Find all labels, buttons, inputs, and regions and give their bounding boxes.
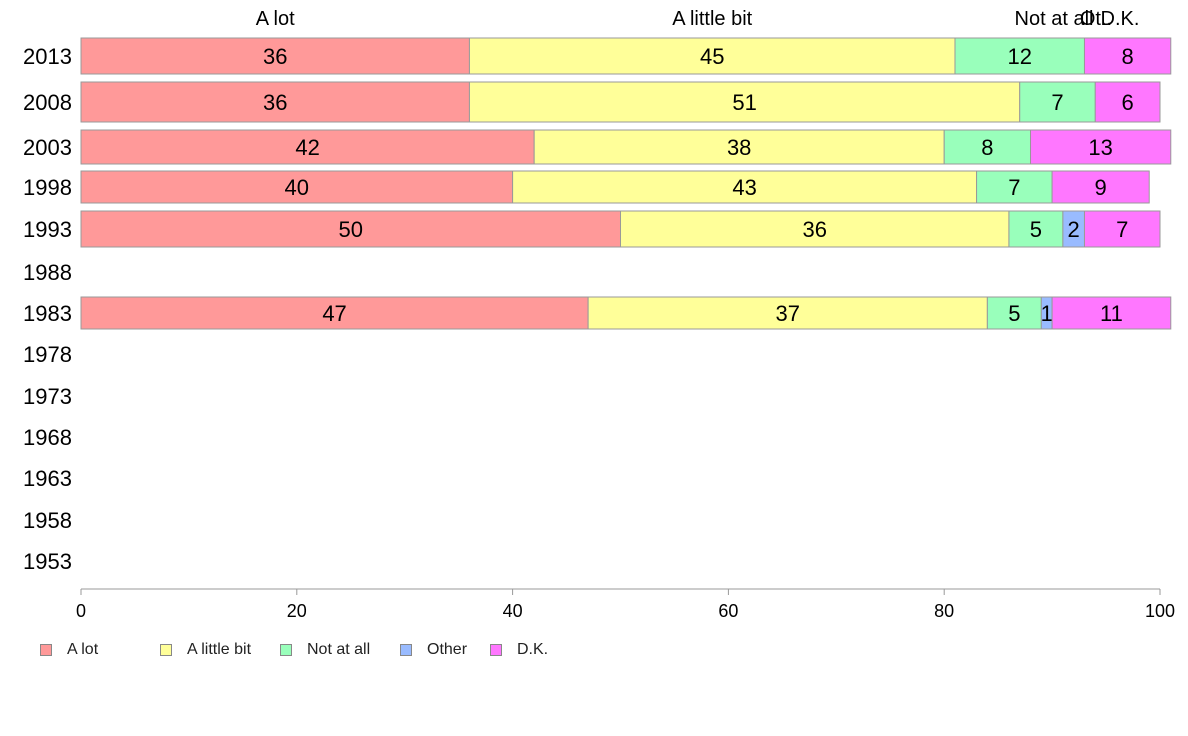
x-tick-label: 60 [718,601,738,621]
bar-segment [954,37,1085,75]
bar-segment [1051,296,1172,330]
bar-segment [80,37,470,75]
bar-value-label: 36 [802,217,826,242]
x-tick-label: 100 [1145,601,1175,621]
top-label: Not at all [1015,8,1094,30]
legend-swatch [280,644,292,656]
bar-value-label: 5 [1030,217,1042,242]
legend-item: Not at all [280,641,400,659]
bar-value-label: 45 [700,44,724,69]
legend-item: A lot [40,641,160,659]
x-tick-label: 0 [76,601,86,621]
bar-segment [80,170,514,204]
legend-label: A little bit [187,641,252,658]
bar-value-label: 37 [776,301,800,326]
legend-label: A lot [67,641,99,658]
bar-value-label: 7 [1051,90,1063,115]
bar-segment [80,81,470,123]
year-label: 2003 [23,135,72,160]
bar-segment [620,210,1010,248]
bar-value-label: 8 [1122,44,1134,69]
legend-label: D.K. [517,641,549,658]
bar-segment [587,296,988,330]
bar-segment [1083,37,1172,75]
bar-segment [986,296,1042,330]
legend: A lot A little bit Not at all Other D.K. [40,641,580,659]
year-label: 1998 [23,175,72,200]
bar-value-label: 42 [295,135,319,160]
bar-value-label: 51 [732,90,756,115]
legend-swatch [400,644,412,656]
bar-segment [1019,81,1096,123]
bar-segment [468,81,1021,123]
x-tick-label: 80 [934,601,954,621]
bar-value-label: 40 [285,175,309,200]
bar-value-label: 50 [339,217,363,242]
year-label: 1993 [23,217,72,242]
bar-value-label: 8 [981,135,993,160]
legend-item: A little bit [160,641,280,659]
legend-swatch [40,644,52,656]
top-label: D.K. [1101,8,1140,30]
bar-value-label: 43 [732,175,756,200]
legend-item: Other [400,641,490,659]
bar-value-label: 2 [1068,217,1080,242]
bar-segment [1030,129,1172,165]
top-label: A lot [256,8,295,30]
year-label: 1968 [23,425,72,450]
bar-segment [80,210,621,248]
year-label: 2013 [23,44,72,69]
legend-item: D.K. [490,641,580,659]
bar-segment [80,129,535,165]
top-label: Ot.. [1080,8,1112,30]
legend-swatch [160,644,172,656]
bar-value-label: 47 [322,301,346,326]
bar-segment [1094,81,1161,123]
bar-value-label: 13 [1088,135,1112,160]
year-label: 2008 [23,90,72,115]
x-tick-label: 20 [287,601,307,621]
bar-segment [976,170,1053,204]
bar-segment [1008,210,1064,248]
bar-value-label: 6 [1122,90,1134,115]
year-label: 1978 [23,342,72,367]
legend-swatch [490,644,502,656]
year-label: 1958 [23,508,72,533]
bar-segment [1051,170,1150,204]
bar-value-label: 1 [1041,301,1053,326]
bar-value-label: 36 [263,44,287,69]
top-label: A little bit [672,8,752,30]
bar-value-label: 11 [1100,301,1123,326]
bar-value-label: 7 [1008,175,1020,200]
bar-value-label: 9 [1095,175,1107,200]
year-label: 1983 [23,301,72,326]
bar-segment [1083,210,1161,248]
bar-segment [512,170,978,204]
year-label: 1963 [23,466,72,491]
bar-value-label: 38 [727,135,751,160]
year-label: 1953 [23,549,72,574]
x-tick-label: 40 [503,601,523,621]
year-axis-labels: 2013 2008 2003 1998 1993 1988 1983 1978 1973 1968… [23,44,72,574]
bar-value-label: 5 [1008,301,1020,326]
bar-value-label: 12 [1007,44,1031,69]
bar-segment [80,296,589,330]
bar-value-label: 36 [263,90,287,115]
bar-value-label: 7 [1116,217,1128,242]
year-label: 1988 [23,260,72,285]
x-axis: 0 20 40 60 80 100 [76,588,1175,621]
year-label: 1973 [23,384,72,409]
bar-segment [943,129,1032,165]
legend-label: Not at all [307,641,371,658]
legend-label: Other [427,641,468,658]
